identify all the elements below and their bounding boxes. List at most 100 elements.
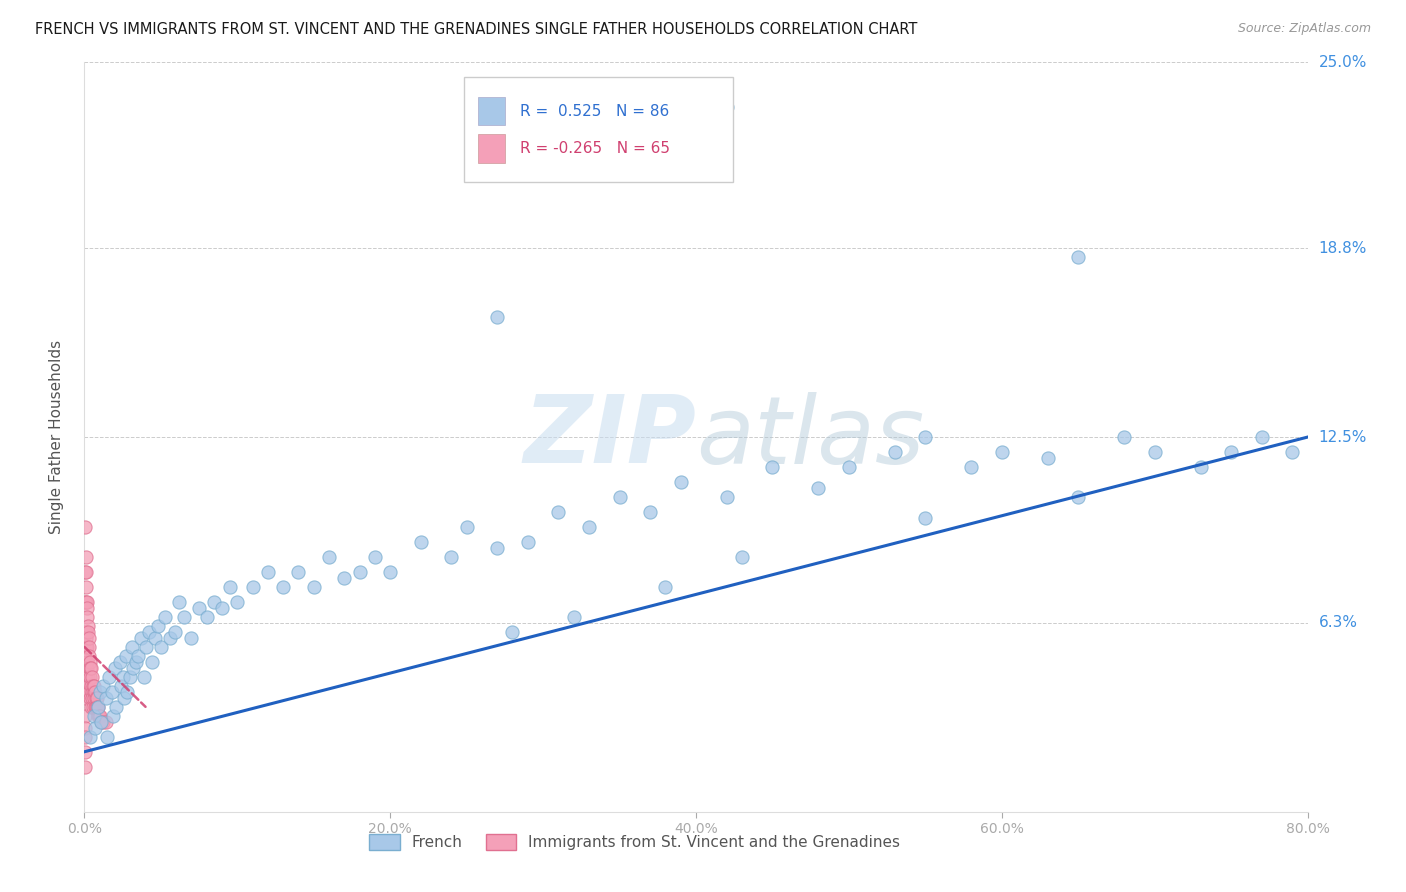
Point [1143,445,1166,459]
Point [163,624,186,639]
Point [761,460,783,475]
Point [195,610,218,624]
Point [75,565,97,579]
Point [991,445,1014,459]
Point [91,714,114,729]
Point [87,708,110,723]
Point [87,699,110,714]
FancyBboxPatch shape [464,78,733,182]
Point [75,595,97,609]
Point [173,610,195,624]
Point [155,610,177,624]
Point [75,760,97,774]
Point [111,670,134,684]
Point [80,699,103,714]
Text: 18.8%: 18.8% [1319,241,1367,256]
Point [960,460,983,475]
Point [349,565,371,579]
Point [838,460,860,475]
Point [76,685,98,699]
Point [110,679,132,693]
Point [90,714,112,729]
Point [287,565,309,579]
Point [883,445,905,459]
Point [75,640,97,654]
Point [79,670,101,684]
Point [211,601,233,615]
Point [120,670,142,684]
Point [80,670,103,684]
Point [82,690,104,705]
Point [486,310,509,325]
Point [76,670,98,684]
Point [1114,430,1136,444]
Point [121,640,143,654]
Point [242,580,264,594]
Point [94,690,117,705]
Point [257,565,280,579]
Point [82,699,104,714]
Text: R =  0.525   N = 86: R = 0.525 N = 86 [520,103,669,119]
Point [77,679,100,693]
Point [75,549,97,564]
Point [1067,490,1090,504]
Point [76,640,98,654]
Point [609,490,631,504]
Point [159,631,181,645]
Point [77,648,100,663]
Point [76,661,98,675]
Point [226,595,249,609]
Point [516,535,538,549]
Point [143,631,166,645]
Point [188,601,211,615]
Point [731,549,754,564]
Point [89,708,111,723]
Point [76,595,98,609]
Point [409,535,432,549]
Point [96,730,118,744]
Point [84,685,107,699]
Text: Source: ZipAtlas.com: Source: ZipAtlas.com [1237,22,1371,36]
Point [75,685,97,699]
Point [218,580,240,594]
Point [114,648,136,663]
Point [77,624,100,639]
Point [77,685,100,699]
Point [486,541,509,555]
Point [83,708,105,723]
Point [89,685,111,699]
Point [638,505,661,519]
Point [79,655,101,669]
Point [578,520,600,534]
Y-axis label: Single Father Households: Single Father Households [49,340,63,534]
Point [76,619,98,633]
Point [86,690,108,705]
Bar [478,97,505,126]
Point [91,679,114,693]
Point [75,624,97,639]
Legend: French, Immigrants from St. Vincent and the Grenadines: French, Immigrants from St. Vincent and … [363,829,907,856]
Point [84,721,107,735]
Text: atlas: atlas [696,392,924,483]
Point [79,690,101,705]
Point [318,549,340,564]
Point [79,661,101,675]
Point [271,580,294,594]
Point [77,631,100,645]
Point [84,690,107,705]
Point [1189,460,1212,475]
Point [716,490,738,504]
Point [104,661,127,675]
Point [79,730,101,744]
Point [502,624,524,639]
Point [1281,445,1303,459]
Text: FRENCH VS IMMIGRANTS FROM ST. VINCENT AND THE GRENADINES SINGLE FATHER HOUSEHOLD: FRENCH VS IMMIGRANTS FROM ST. VINCENT AN… [35,22,918,37]
Text: 12.5%: 12.5% [1319,430,1367,444]
Point [716,100,738,114]
Point [76,601,98,615]
Point [167,595,190,609]
Point [132,670,155,684]
Text: ZIP: ZIP [523,391,696,483]
Point [87,708,110,723]
Point [87,699,110,714]
